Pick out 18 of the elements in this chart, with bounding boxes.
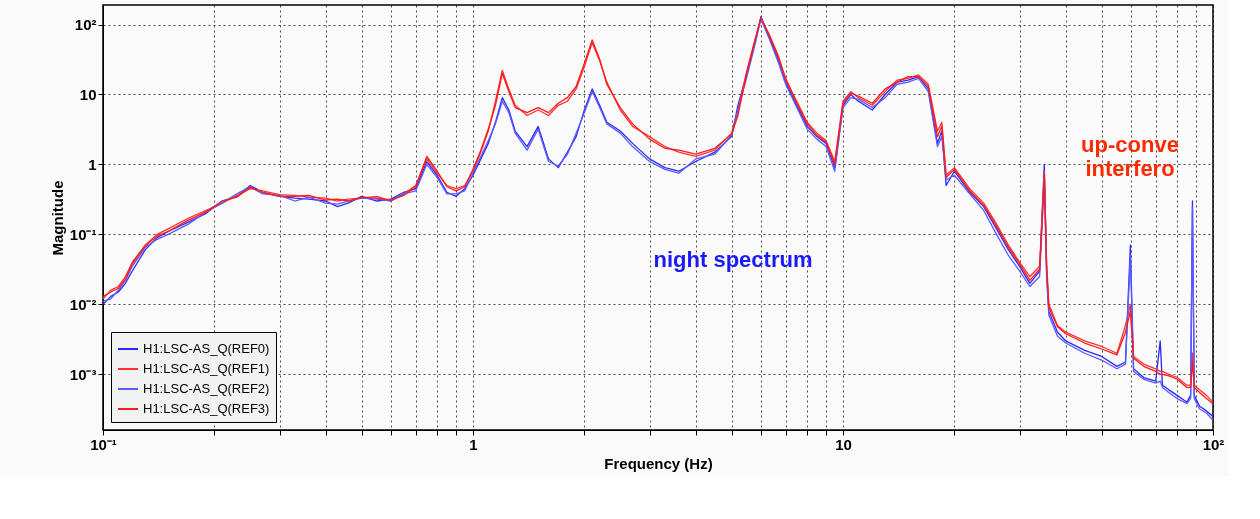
y-tick-label: 1: [88, 155, 97, 173]
annotation: up-conve interfero: [1081, 132, 1179, 181]
legend-label: H1:LSC-AS_Q(REF2): [143, 381, 270, 396]
x-tick-label: 1: [469, 435, 478, 453]
x-tick-label: 10⁻¹: [90, 435, 117, 453]
legend-label: H1:LSC-AS_Q(REF1): [143, 361, 270, 376]
y-tick-label: 10⁻³: [69, 365, 97, 383]
legend-label: H1:LSC-AS_Q(REF0): [143, 341, 270, 356]
x-tick-label: 10: [835, 435, 852, 453]
legend-label: H1:LSC-AS_Q(REF3): [143, 401, 270, 416]
y-tick-label: 10: [79, 85, 97, 103]
x-axis-title: Frequency (Hz): [604, 454, 713, 472]
annotation: night spectrum: [653, 247, 813, 272]
y-tick-label: 10⁻¹: [69, 225, 97, 243]
y-axis-title: Magnitude: [48, 180, 66, 256]
y-tick-label: 10⁻²: [69, 295, 97, 313]
x-tick-label: 10²: [1202, 435, 1225, 453]
y-tick-label: 10²: [74, 16, 97, 33]
